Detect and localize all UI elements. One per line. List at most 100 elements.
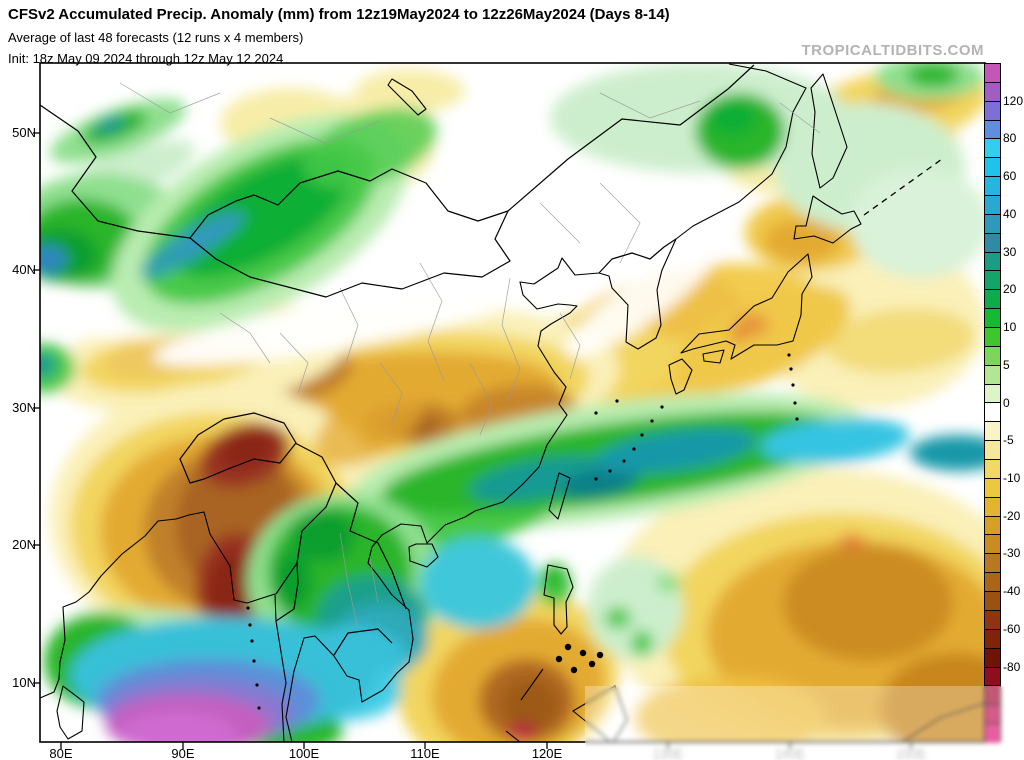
colorbar-cell — [985, 403, 1000, 423]
colorbar-cell — [985, 101, 1000, 121]
anomaly-blob — [420, 537, 536, 629]
lat-label: 30N — [12, 400, 36, 415]
colorbar — [984, 63, 1001, 743]
colorbar-cell — [985, 158, 1000, 178]
anomaly-blob — [543, 566, 563, 590]
colorbar-label: -40 — [1003, 584, 1021, 599]
anomaly-blob — [907, 63, 959, 87]
colorbar-cell — [985, 139, 1000, 159]
colorbar-cell — [985, 120, 1000, 140]
colorbar-cell — [985, 705, 1000, 725]
colorbar-cell — [985, 233, 1000, 253]
colorbar-cell — [985, 535, 1000, 555]
anomaly-blob — [760, 418, 910, 464]
colorbar-label: 80 — [1003, 131, 1017, 146]
anomaly-blob — [315, 384, 425, 466]
lon-label: 80E — [49, 746, 73, 760]
colorbar-cell — [985, 441, 1000, 461]
anomaly-blob — [839, 534, 865, 552]
page-title: CFSv2 Accumulated Precip. Anomaly (mm) f… — [8, 6, 670, 23]
colorbar-label: 20 — [1003, 282, 1017, 297]
colorbar-cell — [985, 196, 1000, 215]
colorbar-cell — [985, 177, 1000, 197]
colorbar-cell — [985, 667, 1000, 687]
colorbar-cell — [985, 516, 1000, 536]
lat-label: 40N — [12, 262, 36, 277]
anomaly-blob — [94, 115, 126, 135]
anomaly-blob — [565, 248, 715, 358]
anomaly-blob — [291, 510, 355, 562]
colorbar-cell — [985, 610, 1000, 630]
anomaly-blob — [605, 607, 631, 629]
anomaly-blob — [152, 284, 528, 366]
anomaly-blob — [783, 545, 953, 661]
anomaly-blob — [850, 168, 985, 278]
colorbar-label: 10 — [1003, 320, 1017, 335]
anomaly-blob — [593, 428, 757, 474]
colorbar-cell — [985, 252, 1000, 272]
anomaly-blob — [355, 69, 465, 113]
anomaly-blob — [631, 630, 653, 656]
colorbar-label: -30 — [1003, 546, 1021, 561]
page-subtitle: Average of last 48 forecasts (12 runs x … — [8, 30, 304, 45]
colorbar-cell — [985, 724, 1000, 743]
anomaly-blob — [208, 553, 256, 629]
colorbar-cell — [985, 422, 1000, 442]
anomaly-field — [40, 63, 985, 742]
colorbar-cell — [985, 64, 1000, 83]
tropicaltidbits-watermark: TROPICALTIDBITS.COM — [801, 42, 984, 59]
anomaly-blob — [764, 219, 840, 263]
colorbar-cell — [985, 554, 1000, 574]
lon-label: 110E — [410, 746, 440, 760]
anomaly-blob — [40, 245, 68, 273]
colorbar-cell — [985, 365, 1000, 385]
anomaly-blob — [910, 435, 985, 471]
anomaly-blob — [177, 212, 247, 258]
colorbar-cell — [985, 214, 1000, 234]
colorbar-cell — [985, 629, 1000, 649]
anomaly-blob — [303, 107, 437, 189]
lat-label: 20N — [12, 537, 36, 552]
colorbar-cell — [985, 346, 1000, 366]
lat-label: 10N — [12, 675, 36, 690]
lon-label-blurred: 150E — [895, 746, 927, 760]
colorbar-cell — [985, 271, 1000, 291]
colorbar-label: -80 — [1003, 659, 1021, 674]
colorbar-label: -60 — [1003, 621, 1021, 636]
colorbar-cell — [985, 592, 1000, 611]
colorbar-label: 60 — [1003, 169, 1017, 184]
colorbar-cell — [985, 460, 1000, 479]
lon-label: 90E — [171, 746, 195, 760]
anomaly-blob — [655, 573, 681, 593]
anomaly-blob — [172, 153, 352, 277]
coastlines-and-borders — [40, 63, 985, 742]
colorbar-label: -10 — [1003, 470, 1021, 485]
colorbar-cell — [985, 573, 1000, 593]
anomaly-blob — [560, 467, 640, 499]
lat-label: 50N — [12, 125, 36, 140]
colorbar-cell — [985, 328, 1000, 347]
colorbar-label: 0 — [1003, 395, 1010, 410]
anomaly-blob — [514, 729, 528, 739]
colorbar-label: -5 — [1003, 433, 1014, 448]
colorbar-cell — [985, 384, 1000, 404]
anomaly-blob — [272, 551, 312, 611]
colorbar-label: 120 — [1003, 93, 1024, 108]
anomaly-blob — [221, 432, 273, 468]
colorbar-label: 5 — [1003, 357, 1010, 372]
colorbar-label: 30 — [1003, 244, 1017, 259]
anomaly-blob — [40, 353, 56, 377]
anomaly-blob — [673, 285, 851, 393]
colorbar-cell — [985, 478, 1000, 498]
lon-label: 100E — [288, 746, 320, 760]
anomaly-blob — [730, 329, 746, 341]
lon-label-blurred: 140E — [774, 746, 806, 760]
colorbar-cell — [985, 686, 1000, 706]
lon-label: 120E — [531, 746, 563, 760]
anomaly-blob — [708, 100, 756, 136]
colorbar-cell — [985, 497, 1000, 517]
colorbar-cell — [985, 309, 1000, 329]
colorbar-cell — [985, 82, 1000, 102]
colorbar-label: 40 — [1003, 206, 1017, 221]
